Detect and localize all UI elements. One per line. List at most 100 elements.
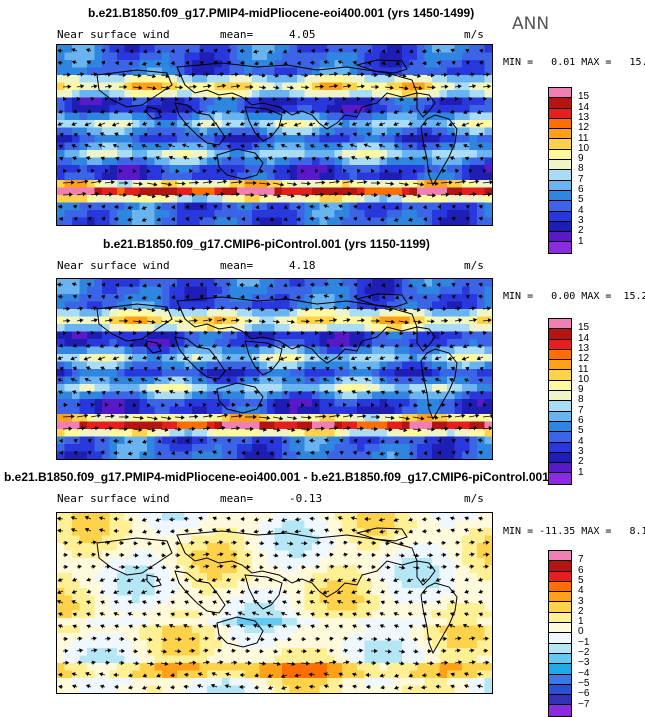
field-cell	[447, 521, 455, 529]
field-cell	[102, 407, 110, 415]
field-cell	[267, 309, 275, 317]
field-cell	[207, 384, 215, 392]
field-cell	[275, 135, 283, 143]
field-cell	[132, 120, 140, 128]
field-cell	[245, 287, 253, 295]
field-cell	[110, 678, 118, 686]
field-cell	[132, 53, 140, 61]
field-cell	[350, 618, 358, 626]
field-cell	[147, 671, 155, 679]
field-cell	[170, 656, 178, 664]
colorbar-tick-label: 0	[578, 627, 584, 637]
field-cell	[132, 407, 140, 415]
field-cell	[207, 128, 215, 136]
field-cell	[147, 369, 155, 377]
field-cell	[350, 444, 358, 452]
field-cell	[417, 294, 425, 302]
field-cell	[65, 596, 73, 604]
field-cell	[485, 279, 493, 287]
field-cell	[290, 641, 298, 649]
field-cell	[267, 633, 275, 641]
field-cell	[372, 686, 380, 694]
field-cell	[222, 521, 230, 529]
field-cell	[410, 618, 418, 626]
field-cell	[350, 429, 358, 437]
field-cell	[380, 656, 388, 664]
colorbar-swatch	[549, 391, 571, 401]
field-cell	[395, 521, 403, 529]
field-cell	[125, 90, 133, 98]
field-cell	[372, 362, 380, 370]
field-cell	[312, 648, 320, 656]
field-cell	[357, 603, 365, 611]
field-cell	[402, 98, 410, 106]
field-cell	[290, 618, 298, 626]
field-cell	[462, 422, 470, 430]
field-cell	[455, 195, 463, 203]
field-cell	[260, 324, 268, 332]
field-cell	[305, 399, 313, 407]
field-cell	[342, 180, 350, 188]
field-cell	[87, 347, 95, 355]
field-cell	[260, 210, 268, 218]
field-cell	[110, 407, 118, 415]
field-cell	[215, 113, 223, 121]
field-cell	[267, 210, 275, 218]
field-cell	[185, 603, 193, 611]
field-cell	[290, 558, 298, 566]
field-cell	[65, 120, 73, 128]
field-cell	[425, 287, 433, 295]
field-cell	[470, 437, 478, 445]
field-cell	[110, 150, 118, 158]
field-cell	[395, 188, 403, 196]
field-cell	[402, 437, 410, 445]
field-cell	[477, 150, 485, 158]
field-cell	[95, 210, 103, 218]
field-cell	[245, 377, 253, 385]
field-cell	[297, 317, 305, 325]
field-cell	[237, 656, 245, 664]
field-cell	[372, 45, 380, 53]
field-cell	[342, 452, 350, 460]
field-cell	[477, 429, 485, 437]
field-cell	[290, 203, 298, 211]
field-cell	[102, 180, 110, 188]
field-cell	[80, 633, 88, 641]
field-cell	[170, 347, 178, 355]
field-cell	[417, 135, 425, 143]
field-cell	[350, 324, 358, 332]
field-cell	[402, 287, 410, 295]
field-cell	[402, 399, 410, 407]
field-cell	[432, 210, 440, 218]
field-cell	[297, 581, 305, 589]
field-cell	[245, 686, 253, 694]
field-cell	[395, 210, 403, 218]
field-cell	[170, 302, 178, 310]
field-cell	[65, 392, 73, 400]
field-cell	[462, 536, 470, 544]
field-cell	[357, 135, 365, 143]
field-cell	[290, 339, 298, 347]
field-cell	[462, 407, 470, 415]
panel-1-minmax: MIN = 0.01 MAX = 15.61	[503, 57, 645, 68]
field-cell	[72, 558, 80, 566]
panel-2-map	[56, 278, 493, 460]
field-cell	[485, 113, 493, 121]
field-cell	[170, 648, 178, 656]
field-cell	[462, 521, 470, 529]
field-cell	[312, 558, 320, 566]
colorbar-swatch	[549, 212, 571, 222]
field-cell	[320, 558, 328, 566]
field-cell	[177, 611, 185, 619]
field-cell	[140, 287, 148, 295]
field-cell	[87, 377, 95, 385]
field-cell	[372, 611, 380, 619]
field-cell	[417, 444, 425, 452]
field-cell	[485, 105, 493, 113]
field-cell	[57, 407, 65, 415]
field-cell	[327, 347, 335, 355]
field-cell	[342, 354, 350, 362]
field-cell	[65, 143, 73, 151]
field-cell	[95, 626, 103, 634]
field-cell	[440, 369, 448, 377]
